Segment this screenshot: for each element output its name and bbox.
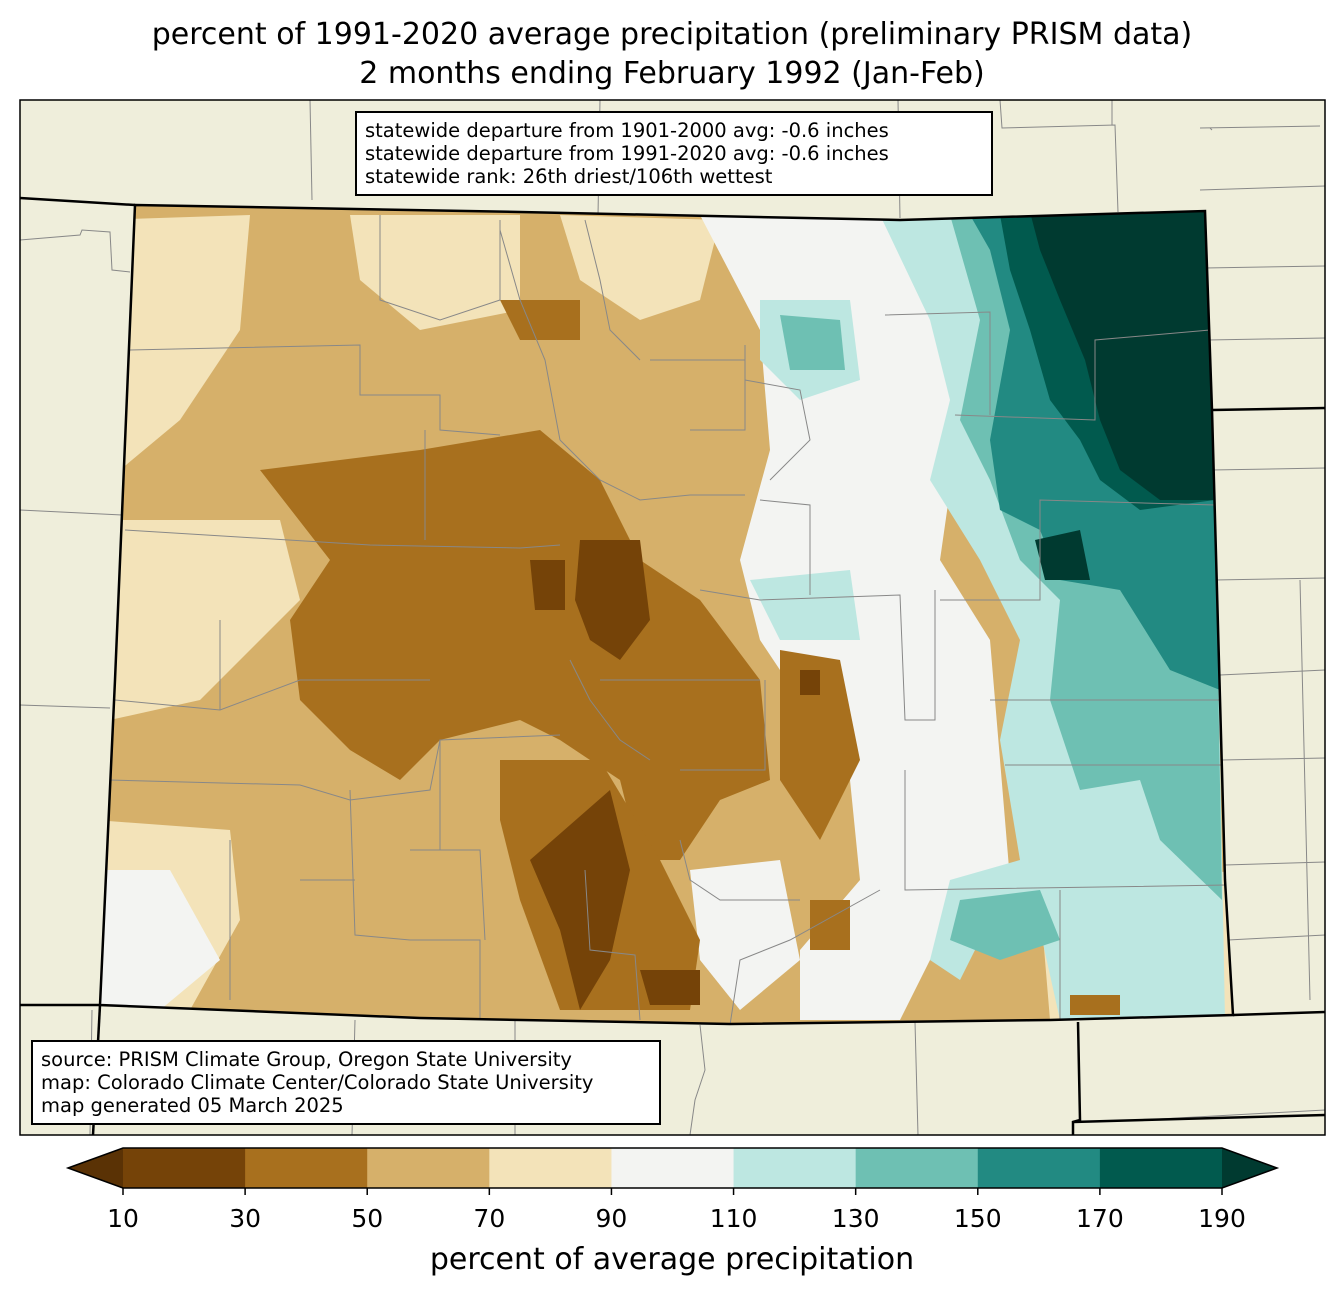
colorbar-over-arrow [1222,1148,1277,1188]
colorbar-segment [611,1148,735,1188]
colorbar-tick-label: 90 [595,1204,628,1233]
stats-departure-1991-2020: statewide departure from 1991-2020 avg: … [365,142,889,165]
colorbar-tick-label: 150 [953,1204,1002,1233]
colorbar [65,1147,1280,1195]
map-generated-line: map generated 05 March 2025 [41,1094,344,1117]
colorbar-tick-label: 30 [229,1204,262,1233]
colorbar-segment [367,1148,490,1188]
colorbar-segment [489,1148,612,1188]
colorado-county-lines [109,215,1231,1024]
colorbar-segment [1099,1148,1223,1188]
map-frame [19,99,1326,1136]
colorbar-tick-label: 110 [709,1204,758,1233]
colorbar-tick-label: 190 [1198,1204,1246,1233]
colorbar-segment [733,1148,857,1188]
colorbar-under-arrow [68,1148,123,1188]
colorbar-tick-label: 70 [473,1204,506,1233]
colorbar-segment [123,1148,246,1188]
colorado-precip-field [100,205,1233,1024]
colorbar-tick-label: 10 [107,1204,139,1233]
stats-departure-1901-2000: statewide departure from 1901-2000 avg: … [365,119,889,142]
colorbar-tick-label: 170 [1076,1204,1124,1233]
colorbar-label: percent of average precipitation [429,1242,915,1277]
map-title-line-2: 2 months ending February 1992 (Jan-Feb) [359,56,985,91]
colorbar-segment [977,1148,1101,1188]
source-line: source: PRISM Climate Group, Oregon Stat… [41,1048,572,1071]
colorbar-segment [855,1148,979,1188]
map-credit-line: map: Colorado Climate Center/Colorado St… [41,1071,594,1094]
map-title-line-1: percent of 1991-2020 average precipitati… [151,17,1193,52]
colorbar-tick-label: 50 [351,1204,384,1233]
source-box: source: PRISM Climate Group, Oregon Stat… [31,1040,661,1125]
statewide-stats-box: statewide departure from 1901-2000 avg: … [355,111,993,196]
colorbar-segment [245,1148,368,1188]
colorbar-tick-label: 130 [831,1204,880,1233]
stats-rank: statewide rank: 26th driest/106th wettes… [365,165,773,188]
